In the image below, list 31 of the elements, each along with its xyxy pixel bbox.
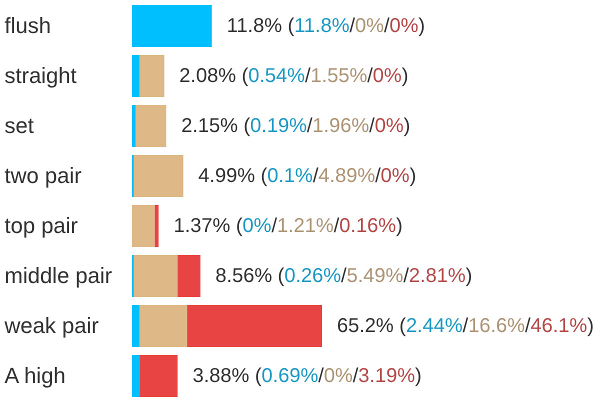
- bar: [154, 205, 159, 247]
- bar: [132, 105, 136, 147]
- y-tick-label: set: [4, 113, 34, 138]
- bar: [140, 355, 178, 397]
- bar: [132, 205, 155, 247]
- y-tick-label: straight: [4, 63, 77, 88]
- y-tick-label: weak pair: [4, 313, 99, 338]
- annotation: 11.8% (11.8%/0%/0%): [226, 15, 426, 37]
- bar: [132, 355, 140, 397]
- annotation: 3.88% (0.69%/0%/3.19%): [192, 365, 422, 387]
- bar: [132, 305, 140, 347]
- y-tick-label: two pair: [4, 163, 82, 188]
- bar: [132, 5, 212, 47]
- bar: [178, 255, 200, 297]
- bar: [132, 55, 140, 97]
- bar: [134, 155, 184, 197]
- bar: [187, 305, 322, 347]
- annotation: 2.08% (0.54%/1.55%/0%): [179, 65, 408, 87]
- y-tick-label: middle pair: [4, 263, 112, 288]
- y-tick-label: top pair: [4, 213, 78, 238]
- annotation: 4.99% (0.1%/4.89%/0%): [198, 165, 416, 187]
- bar: [136, 105, 166, 147]
- bar: [140, 55, 164, 97]
- annotation: 8.56% (0.26%/5.49%/2.81%): [215, 265, 472, 287]
- bar: [140, 305, 188, 347]
- bar: [134, 255, 178, 297]
- y-tick-label: flush: [4, 13, 51, 38]
- annotation: 1.37% (0%/1.21%/0.16%): [174, 215, 403, 237]
- annotation: 2.15% (0.19%/1.96%/0%): [181, 115, 410, 137]
- annotation: 65.2% (2.44%/16.6%/46.1%): [337, 315, 594, 337]
- y-tick-label: A high: [4, 363, 66, 388]
